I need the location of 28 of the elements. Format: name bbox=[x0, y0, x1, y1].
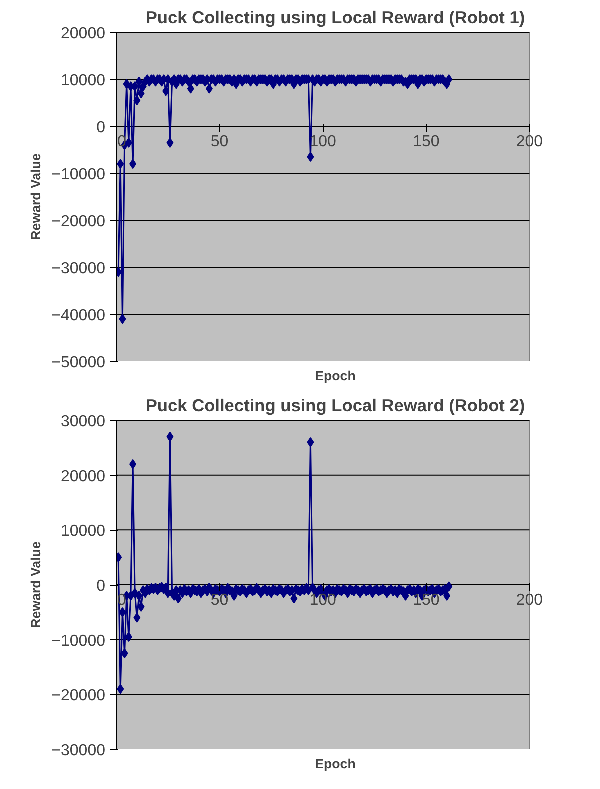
y-axis-title: Reward Value bbox=[28, 542, 44, 628]
y-tick-label: 10000 bbox=[61, 523, 106, 540]
x-tick-label: 100 bbox=[310, 592, 337, 609]
y-tick-label: −30000 bbox=[52, 742, 106, 760]
y-tick-label: −30000 bbox=[52, 260, 106, 278]
y-tick-label: −50000 bbox=[52, 354, 106, 372]
x-tick-label: 150 bbox=[413, 592, 440, 609]
x-axis-title: Epoch bbox=[315, 368, 356, 384]
x-tick-label: 200 bbox=[516, 134, 544, 150]
y-tick-label: −10000 bbox=[52, 632, 106, 650]
x-tick-label: 150 bbox=[413, 134, 440, 150]
y-tick-label: 10000 bbox=[61, 72, 106, 90]
x-axis-title: Epoch bbox=[315, 756, 356, 772]
y-tick-label: −10000 bbox=[52, 166, 106, 184]
y-tick-label: 0 bbox=[96, 578, 106, 595]
chart-title: Puck Collecting using Local Reward (Robot 1) bbox=[146, 8, 526, 28]
y-tick-label: 20000 bbox=[61, 468, 106, 486]
x-tick-label: 50 bbox=[210, 592, 229, 609]
y-axis-title: Reward Value bbox=[28, 154, 44, 240]
chart-title: Puck Collecting using Local Reward (Robot 2) bbox=[146, 396, 526, 416]
y-tick-label: 20000 bbox=[61, 26, 106, 42]
y-tick-label: −40000 bbox=[52, 308, 106, 324]
y-tick-label: 0 bbox=[96, 120, 106, 136]
x-tick-label: 200 bbox=[516, 592, 544, 609]
y-tick-label: 30000 bbox=[61, 414, 106, 430]
x-tick-label: 50 bbox=[210, 134, 229, 150]
y-tick-label: −20000 bbox=[52, 214, 106, 230]
y-tick-label: −20000 bbox=[52, 688, 106, 705]
